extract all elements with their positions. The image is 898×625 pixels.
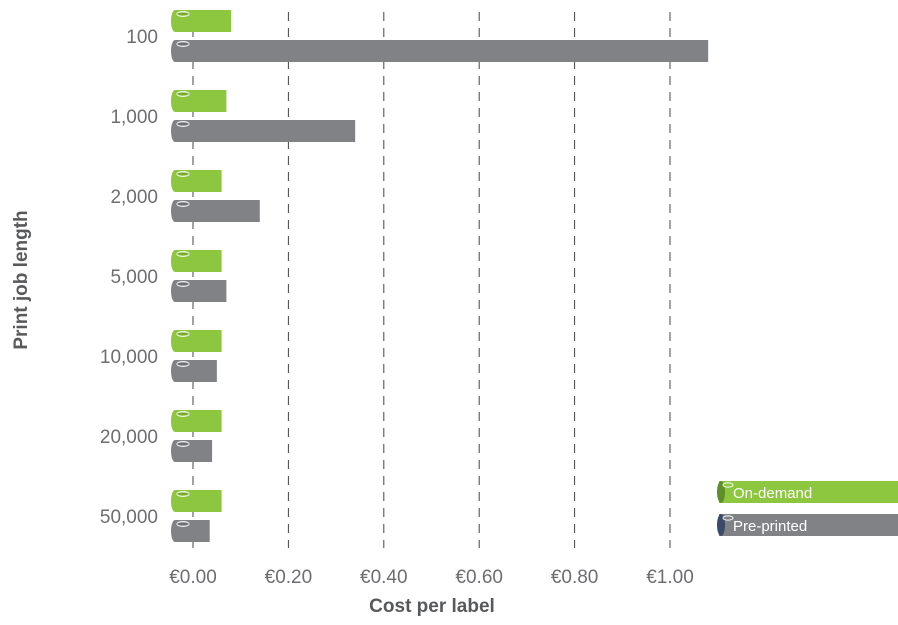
bar-on-demand (171, 90, 227, 112)
bar-on-demand-body (175, 410, 222, 432)
legend-pre-printed: Pre-printed (717, 514, 898, 536)
bar-on-demand-core (176, 491, 190, 498)
bar-on-demand (171, 490, 222, 512)
bar-pre-printed-core (176, 361, 190, 368)
x-tick-label: €0.60 (455, 567, 503, 588)
legend-on-demand-cap (717, 481, 725, 503)
legend-on-demand-core (722, 482, 734, 488)
bar-on-demand-body (175, 330, 222, 352)
bar-on-demand (171, 330, 222, 352)
bar-on-demand-body (175, 90, 227, 112)
bar-pre-printed (171, 280, 227, 302)
grid-lines (192, 12, 671, 548)
bar-on-demand-core (176, 90, 190, 97)
legend-pre-printed-core (722, 515, 734, 521)
bar-pre-printed (171, 40, 709, 62)
bar-pre-printed-core (176, 120, 190, 127)
legend-on-demand: On-demand (717, 481, 898, 503)
bar-pre-printed (171, 520, 210, 542)
y-tick-label: 10,000 (100, 347, 158, 368)
bars (171, 10, 709, 542)
bar-pre-printed (171, 120, 356, 142)
bar-on-demand-body (175, 170, 222, 192)
legend-pre-printed-label: Pre-printed (733, 518, 807, 535)
bar-pre-printed-body (175, 360, 217, 382)
bar-pre-printed (171, 360, 217, 382)
bar-pre-printed-body (175, 200, 260, 222)
legend-on-demand-swatch (719, 481, 898, 503)
x-tick-label: €1.00 (646, 567, 694, 588)
legend-pre-printed-cap (717, 514, 725, 536)
bar-on-demand-body (175, 250, 222, 272)
bar-on-demand-core (176, 171, 190, 178)
legend-pre-printed-swatch (719, 514, 898, 536)
bar-on-demand-body (175, 10, 232, 32)
y-tick-label: 50,000 (100, 507, 158, 528)
y-tick-label: 20,000 (100, 427, 158, 448)
bar-on-demand-core (176, 251, 190, 258)
bar-pre-printed-body (175, 120, 356, 142)
bar-pre-printed (171, 200, 260, 222)
y-tick-label: 2,000 (110, 187, 158, 208)
bar-pre-printed-body (175, 280, 227, 302)
bar-pre-printed-core (176, 441, 190, 448)
y-tick-label: 5,000 (110, 267, 158, 288)
bar-on-demand-core (176, 331, 190, 338)
x-axis-title: Cost per label (369, 596, 495, 617)
bar-on-demand-body (175, 490, 222, 512)
x-tick-label: €0.40 (360, 567, 408, 588)
bar-pre-printed-core (176, 281, 190, 288)
x-tick-label: €0.20 (265, 567, 313, 588)
bar-pre-printed-core (176, 201, 190, 208)
bar-pre-printed (171, 440, 213, 462)
bar-on-demand-core (176, 411, 190, 418)
bar-on-demand (171, 10, 232, 32)
y-axis-title: Print job length (11, 210, 32, 349)
legend: On-demand Pre-printed (717, 481, 898, 536)
bar-pre-printed-body (175, 40, 709, 62)
x-tick-labels: €0.00 €0.20 €0.40 €0.60 €0.80 €1.00 (169, 567, 694, 588)
bar-pre-printed-core (176, 520, 190, 527)
y-tick-label: 100 (126, 27, 158, 48)
bar-on-demand (171, 410, 222, 432)
y-tick-labels: 100 1,000 2,000 5,000 10,000 20,000 50,000 (100, 27, 158, 528)
bar-on-demand (171, 170, 222, 192)
bar-on-demand-core (176, 11, 190, 18)
bar-on-demand (171, 250, 222, 272)
bar-pre-printed-body (175, 440, 213, 462)
x-tick-label: €0.00 (169, 567, 217, 588)
bar-pre-printed-body (175, 520, 210, 542)
y-tick-label: 1,000 (110, 107, 158, 128)
legend-on-demand-label: On-demand (733, 485, 812, 502)
bar-pre-printed-core (176, 40, 190, 47)
x-tick-label: €0.80 (551, 567, 599, 588)
